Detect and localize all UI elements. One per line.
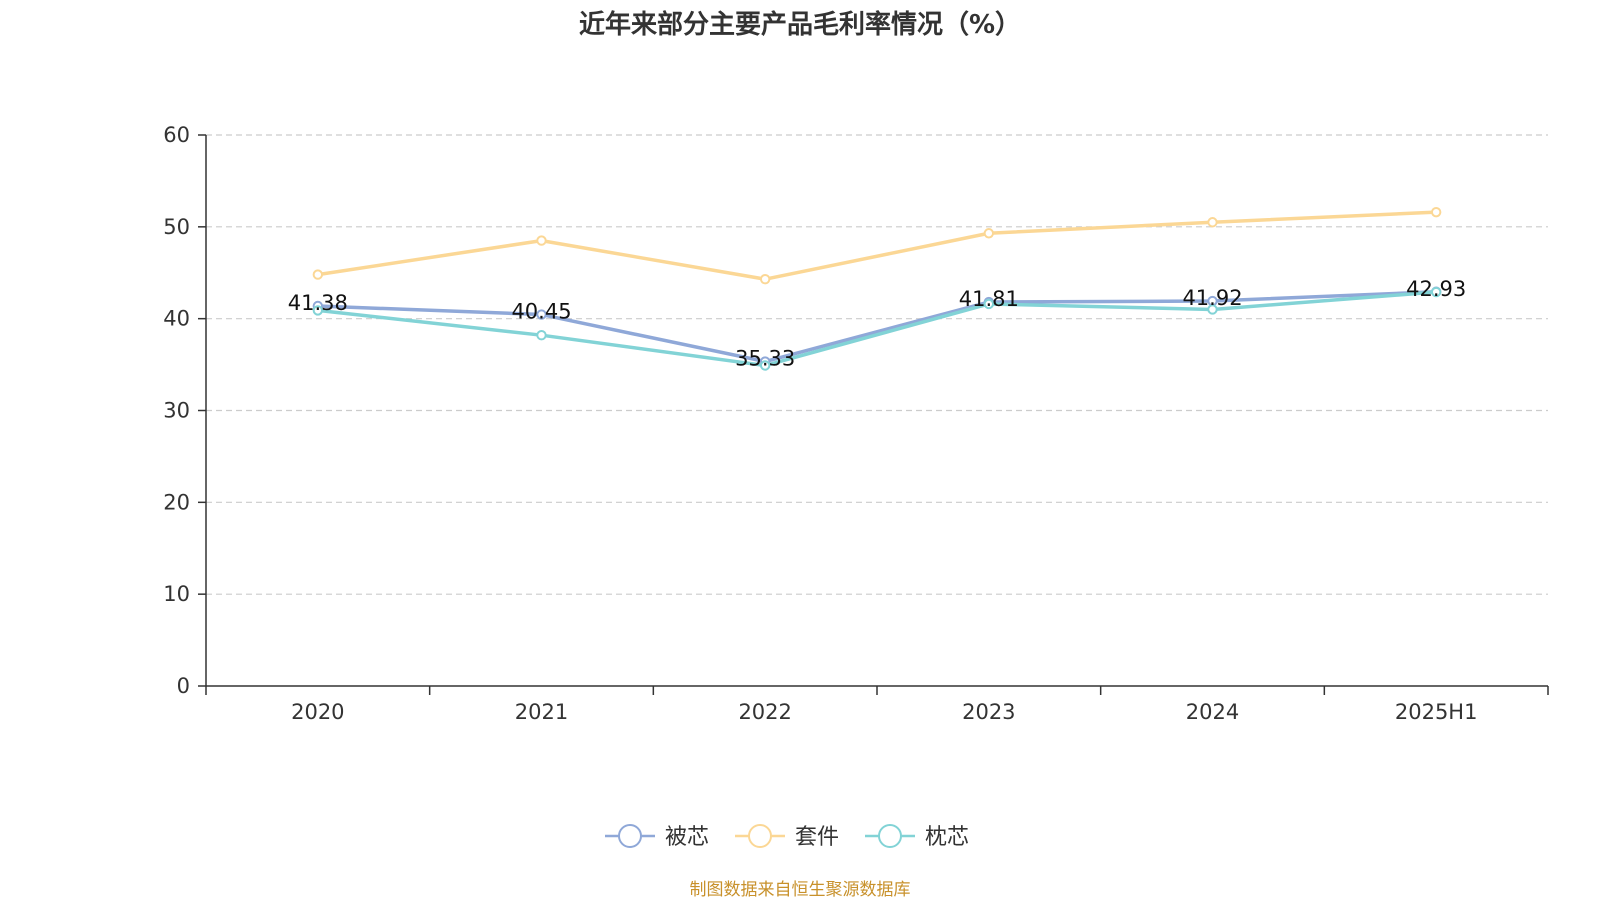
y-tick-label: 40 [163, 307, 190, 331]
legend[interactable]: 被芯 套件 枕芯 [605, 824, 969, 850]
data-label: 42.93 [1406, 277, 1466, 301]
legend-marker-icon [618, 824, 642, 848]
data-point[interactable] [1430, 206, 1442, 218]
series-line [317, 290, 1437, 368]
legend-label: 套件 [795, 825, 839, 850]
y-tick-label: 0 [177, 674, 190, 698]
x-tick-label: 2021 [515, 700, 568, 724]
data-point[interactable] [1207, 304, 1218, 315]
x-tick-label: 2024 [1186, 700, 1239, 724]
data-point[interactable] [1430, 286, 1442, 298]
data-point[interactable] [536, 235, 547, 246]
y-tick-label: 50 [163, 215, 190, 239]
data-label: 35.33 [735, 347, 795, 371]
legend-label: 被芯 [665, 825, 709, 850]
series-lines [312, 206, 1442, 371]
axes: 0 10 20 30 40 50 60 2020 2021 2022 2023 2024 2025H1 [163, 123, 1549, 724]
legend-label: 枕芯 [925, 825, 969, 850]
chart-title: 近年来部分主要产品毛利率情况（%） [579, 9, 1021, 40]
data-point[interactable] [1207, 217, 1218, 228]
x-tick-label: 2025H1 [1395, 700, 1478, 724]
legend-marker-icon [748, 824, 772, 848]
data-point[interactable] [983, 228, 995, 239]
y-tick-label: 10 [163, 582, 190, 606]
grid-lines [206, 134, 1548, 595]
legend-item[interactable]: 枕芯 [865, 824, 969, 850]
data-labels: 41.38 40.45 35.33 41.81 41.92 42.93 [288, 277, 1466, 371]
data-point[interactable] [759, 360, 771, 371]
x-tick-label: 2022 [738, 700, 791, 724]
legend-item[interactable]: 套件 [735, 824, 839, 850]
legend-item[interactable]: 被芯 [605, 824, 709, 850]
data-point[interactable] [983, 298, 995, 310]
data-label: 41.81 [959, 287, 1019, 311]
x-tick-label: 2023 [962, 700, 1015, 724]
data-point[interactable] [759, 273, 771, 285]
data-point[interactable] [312, 269, 324, 280]
data-label: 41.38 [288, 291, 348, 315]
series-line [317, 210, 1437, 281]
data-point[interactable] [536, 329, 547, 341]
series-line [317, 290, 1437, 364]
data-point[interactable] [536, 309, 547, 320]
y-tick-label: 30 [163, 399, 190, 423]
data-point[interactable] [312, 305, 324, 316]
x-tick-label: 2020 [291, 700, 344, 724]
data-label: 41.92 [1182, 286, 1242, 310]
y-tick-label: 20 [163, 490, 190, 514]
y-tick-label: 60 [163, 123, 190, 147]
data-label: 40.45 [511, 300, 571, 324]
legend-marker-icon [878, 824, 902, 848]
source-note: 制图数据来自恒生聚源数据库 [690, 880, 911, 900]
